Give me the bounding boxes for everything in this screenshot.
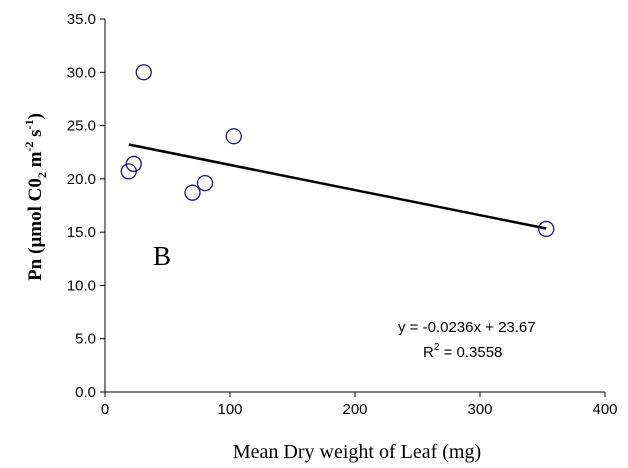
ylabel-sup-m: -2 xyxy=(22,142,36,152)
trendline-equation: y = -0.0236x + 23.67 xyxy=(398,319,536,336)
y-tick-label: 30.0 xyxy=(67,64,96,81)
r2-value: = 0.3558 xyxy=(439,344,502,361)
ylabel-m: m xyxy=(25,151,46,172)
y-tick-label: 10.0 xyxy=(67,277,96,294)
y-tick-label: 35.0 xyxy=(67,11,96,28)
x-tick-label: 200 xyxy=(342,401,367,418)
ylabel-sub2: 2 xyxy=(35,172,49,178)
y-axis: 0.0 5.0 10.0 15.0 20.0 25.0 30.0 35.0 xyxy=(67,11,106,401)
y-tick-label: 25.0 xyxy=(67,118,96,135)
ylabel-mid: mol C0 xyxy=(25,178,46,237)
r2-superscript: 2 xyxy=(434,342,440,353)
data-point xyxy=(538,220,555,238)
y-tick-label: 15.0 xyxy=(67,224,96,241)
data-point xyxy=(120,163,137,180)
r2-prefix: R xyxy=(423,344,434,361)
ylabel-s: s xyxy=(25,129,46,141)
trendline-group xyxy=(128,143,547,230)
y-tick-label: 0.0 xyxy=(75,384,96,401)
x-tick-label: 0 xyxy=(101,401,109,418)
x-tick-label: 300 xyxy=(467,401,492,418)
x-axis: 0 100 200 300 400 xyxy=(101,391,618,418)
ylabel-prefix: Pn ( xyxy=(25,248,46,281)
y-axis-label: Pn (µmol C02 m-2 s-1) xyxy=(22,113,49,281)
x-tick-label: 100 xyxy=(217,401,242,418)
data-point xyxy=(196,174,214,192)
panel-label: B xyxy=(153,241,171,271)
data-points xyxy=(120,64,555,238)
ylabel-close: ) xyxy=(25,113,46,119)
data-point xyxy=(225,128,242,145)
y-tick-label: 20.0 xyxy=(67,171,96,188)
r-squared-label: R2 = 0.3558 xyxy=(423,342,502,361)
ylabel-mu: µ xyxy=(25,237,46,248)
data-point xyxy=(184,184,201,201)
trendline xyxy=(128,143,547,230)
x-tick-label: 400 xyxy=(592,401,617,418)
y-tick-label: 5.0 xyxy=(75,331,96,348)
x-axis-label: Mean Dry weight of Leaf (mg) xyxy=(233,441,481,463)
ylabel-sup-s: -1 xyxy=(22,119,36,129)
data-point xyxy=(135,64,152,81)
